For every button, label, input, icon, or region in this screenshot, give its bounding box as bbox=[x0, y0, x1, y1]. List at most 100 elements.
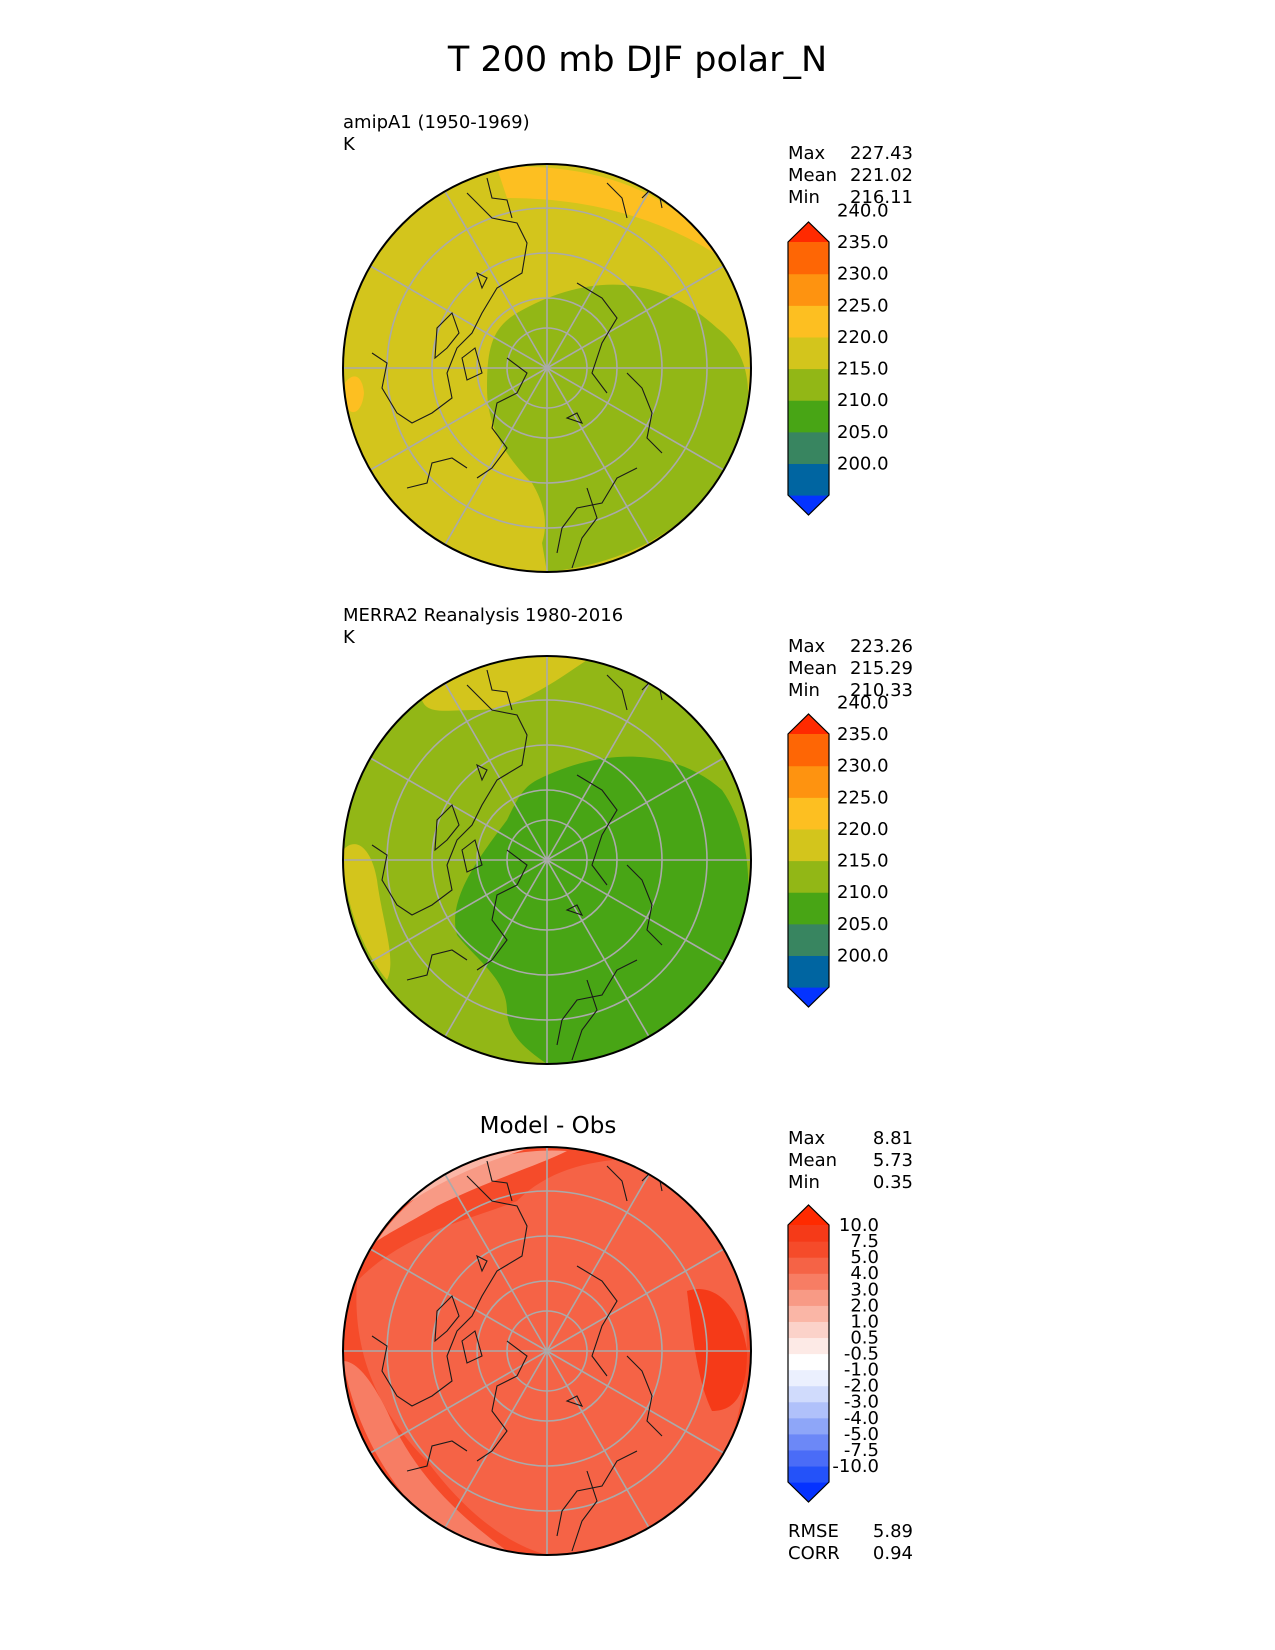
panel3-contour-region bbox=[687, 1289, 747, 1411]
panel3-colorbar-tick-label: 7.5 bbox=[850, 1231, 879, 1252]
panel2-colorbar-band bbox=[788, 828, 829, 862]
panel3-colorbar-band bbox=[788, 1257, 829, 1274]
panel3-coastline bbox=[556, 1450, 638, 1537]
panel1-meridian bbox=[444, 190, 548, 369]
panel2-map-boundary bbox=[342, 655, 752, 1065]
panel2-colorbar-band bbox=[788, 797, 829, 830]
panel2-coastline bbox=[606, 674, 628, 711]
panel2-meridian bbox=[546, 757, 725, 861]
panel3-corr-label: CORR bbox=[788, 1543, 840, 1564]
panel3-meridian bbox=[546, 1350, 650, 1529]
panel3-stat-mean-label: Mean bbox=[788, 1150, 838, 1171]
panel2-coastline bbox=[461, 839, 483, 873]
panel1-colorbar-outline bbox=[787, 221, 830, 516]
panel2-meridian bbox=[546, 859, 650, 1038]
panel1-meridian bbox=[546, 265, 725, 369]
panel2-graticule bbox=[343, 656, 751, 1064]
panel1-coastline bbox=[486, 177, 513, 219]
panel1-title: amipA1 (1950-1969) bbox=[343, 112, 530, 133]
panel3-colorbar: -10.0-7.5-5.0-4.0-3.0-2.0-1.0-0.50.51.02… bbox=[787, 1204, 879, 1503]
panel1-stat-max-label: Max bbox=[788, 143, 826, 164]
panel2-colorbar: 200.0 205.0 210.0 215.0 220.0 225.0 230.0 235.0… bbox=[787, 692, 889, 1008]
panel1-meridian bbox=[369, 367, 548, 471]
panel3-colorbar-tick-label: -0.5 bbox=[844, 1344, 879, 1365]
panel3-coastline bbox=[606, 1165, 628, 1202]
panel1-stat-min-label: Min bbox=[788, 187, 820, 208]
panel3-stat-max-label: Max bbox=[788, 1128, 826, 1149]
panel1-colorbar: 200.0 205.0 210.0 215.0 220.0 225.0 230.0 235.0… bbox=[787, 200, 889, 516]
panel3-coastline bbox=[406, 1440, 468, 1472]
panel3-colorbar-tick-label: -10.0 bbox=[832, 1456, 879, 1477]
panel1-coastline bbox=[476, 271, 488, 290]
panel3-coastline bbox=[461, 1330, 483, 1364]
panel3-colorbar-tick-label: 5.0 bbox=[850, 1247, 879, 1268]
panel1-map bbox=[342, 163, 752, 573]
panel2-colorbar-tick-label: 235.0 bbox=[837, 724, 889, 745]
panel3-colorbar-band bbox=[788, 1337, 829, 1355]
panel2-colorbar-band bbox=[788, 765, 829, 798]
panel3-colorbar-band bbox=[788, 1465, 829, 1483]
panel3-meridian bbox=[546, 1350, 725, 1454]
panel2-colorbar-tick-label: 230.0 bbox=[837, 756, 889, 777]
panel3-colorbar-tick-label: 1.0 bbox=[850, 1311, 879, 1332]
panel3-colorbar-extend-min bbox=[788, 1482, 829, 1502]
panel2-title: MERRA2 Reanalysis 1980-2016 bbox=[343, 605, 624, 626]
panel3-coastline bbox=[371, 1175, 528, 1407]
panel2-stat-mean-label: Mean bbox=[788, 658, 838, 679]
panel1-colorbar-band bbox=[788, 273, 829, 306]
panel3-stat-min-label: Min bbox=[788, 1172, 820, 1193]
panel3-coastline bbox=[576, 1265, 618, 1377]
panel3-colorbar-extend-max bbox=[788, 1205, 829, 1225]
panel2-stat-max-label: Max bbox=[788, 636, 826, 657]
panel2-coastline bbox=[486, 669, 513, 711]
panel2-contour-region bbox=[343, 844, 391, 980]
panel1-coastlines bbox=[371, 177, 663, 569]
panel1-contour-region bbox=[487, 284, 749, 572]
panel1-stat-mean-label: Mean bbox=[788, 165, 838, 186]
panel1-coastline bbox=[434, 311, 460, 360]
panel2-coastlines bbox=[371, 669, 663, 1061]
panel2-contour-region bbox=[455, 756, 749, 1064]
panel1-contour-region bbox=[345, 376, 364, 413]
panel1-colorbar-extend-max bbox=[788, 222, 829, 242]
panel3-coastline bbox=[565, 1395, 584, 1407]
panel3-colorbar-band bbox=[788, 1417, 829, 1435]
panel2-colorbar-band bbox=[788, 860, 829, 893]
panel2-meridian bbox=[444, 682, 548, 861]
panel1-colorbar-tick-label: 235.0 bbox=[837, 232, 889, 253]
panel2-coastline bbox=[626, 864, 663, 946]
panel3-colorbar-tick-label: -1.0 bbox=[844, 1360, 879, 1381]
panel3-coastline bbox=[434, 1294, 460, 1343]
panel3-meridian bbox=[369, 1350, 548, 1454]
panel2-meridian bbox=[369, 757, 548, 861]
panel1-contour-region bbox=[497, 166, 722, 258]
panel3-colorbar-tick-label: 3.0 bbox=[850, 1279, 879, 1300]
panel1-coastline bbox=[576, 282, 618, 394]
panel3-colorbar-band bbox=[788, 1433, 829, 1451]
panel1-coastline bbox=[556, 467, 638, 554]
panel2-colorbar-band bbox=[788, 892, 829, 925]
panel1-stat-max-value: 227.43 bbox=[850, 143, 913, 164]
panel2-coastline bbox=[565, 904, 584, 916]
panel3-corr-value: 0.94 bbox=[872, 1543, 913, 1564]
panel3-colorbar-band bbox=[788, 1449, 829, 1467]
panel3-coastline bbox=[571, 1470, 598, 1552]
panel3-coastlines bbox=[371, 1160, 663, 1552]
panel2-colorbar-extend-min bbox=[788, 987, 829, 1007]
panel3-contour-region bbox=[343, 1361, 507, 1551]
panel2-colorbar-band bbox=[788, 955, 829, 988]
panel3-colorbar-tick-label: -7.5 bbox=[844, 1440, 879, 1461]
panel2-colorbar-band bbox=[788, 923, 829, 956]
panel1-colorbar-band bbox=[788, 336, 829, 370]
panel1-colorbar-tick-label: 230.0 bbox=[837, 264, 889, 285]
panel3-rmse-value: 5.89 bbox=[872, 1521, 913, 1542]
panel1-coastline bbox=[626, 372, 663, 454]
panel1-colorbar-band bbox=[788, 242, 829, 275]
panel2-colorbar-tick-label: 240.0 bbox=[837, 692, 889, 713]
panel1-coastline bbox=[476, 357, 528, 479]
panel2-coastline bbox=[476, 763, 488, 782]
panel1-coastline bbox=[571, 487, 598, 569]
panel3-colorbar-band bbox=[788, 1289, 829, 1306]
panel2-colorbar-extend-max bbox=[788, 714, 829, 734]
